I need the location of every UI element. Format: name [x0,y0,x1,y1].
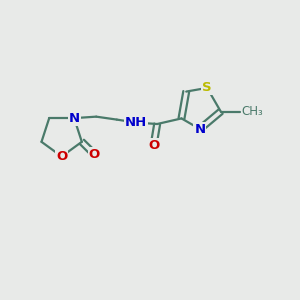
Text: O: O [148,139,159,152]
Text: NH: NH [125,116,147,129]
Text: CH₃: CH₃ [241,105,263,118]
Text: O: O [56,150,67,163]
Text: N: N [69,112,80,124]
Text: N: N [194,122,206,136]
Text: S: S [202,81,212,94]
Text: O: O [89,148,100,161]
